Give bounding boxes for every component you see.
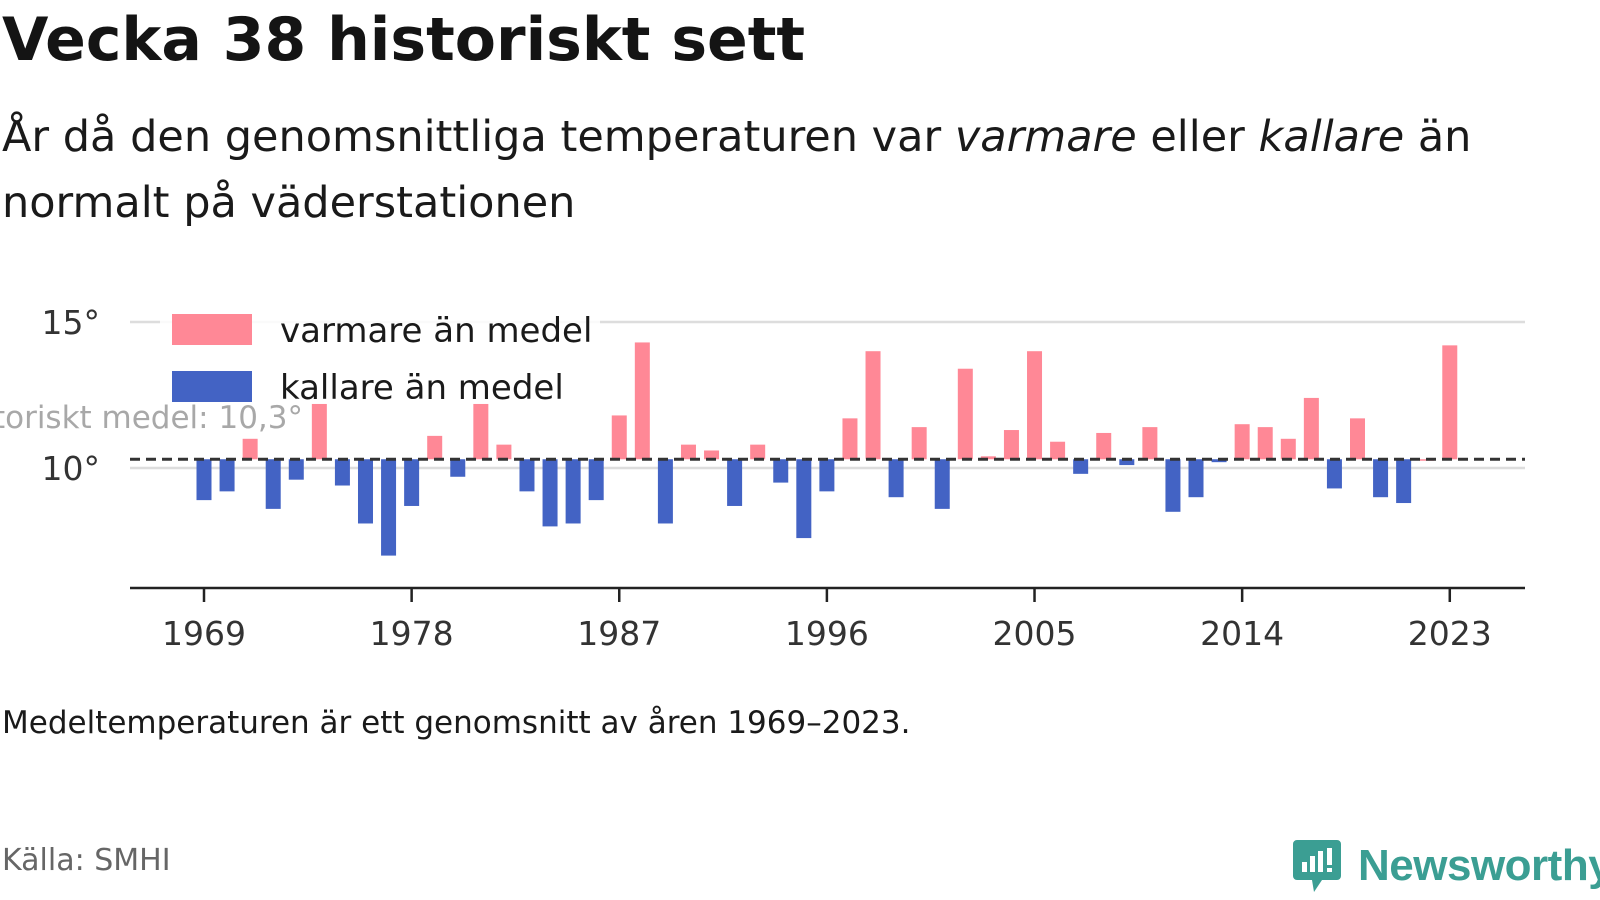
bar-1983 [519, 459, 535, 492]
bar-1970 [219, 459, 235, 492]
x-axis-ticks: 1969 1978 1987 1996 2005 2014 2023 [162, 588, 1492, 653]
legend-warm-label: varmare än medel [280, 311, 592, 351]
bar-2009 [1119, 459, 1135, 466]
bar-2010 [1142, 427, 1158, 460]
subtitle-text-3: än normalt på väderstationen [2, 112, 1472, 228]
bar-1985 [565, 459, 581, 524]
bar-1978 [404, 459, 420, 506]
bar-1998 [865, 351, 881, 460]
bar-2012 [1188, 459, 1204, 498]
bar-2017 [1303, 397, 1319, 460]
bar-1974 [311, 403, 327, 460]
bar-1979 [427, 435, 443, 460]
bars [196, 342, 1458, 556]
bar-2019 [1350, 418, 1365, 460]
bar-chart: 10°15° Historiskt medel: 10,3° 196919781… [0, 300, 1525, 653]
x-tick-label: 1987 [577, 614, 661, 653]
source-label: Källa: SMHI [2, 843, 171, 878]
legend-cold-swatch [172, 371, 252, 402]
bar-1987 [611, 415, 627, 460]
bar-1984 [542, 459, 558, 527]
legend: varmare än medel kallare än medel [160, 300, 600, 408]
bar-2016 [1280, 438, 1296, 460]
bar-1988 [634, 342, 650, 460]
bar-2018 [1326, 459, 1342, 489]
bar-2008 [1096, 432, 1112, 460]
x-tick-label: 2023 [1408, 614, 1492, 653]
legend-cold-label: kallare än medel [280, 368, 564, 408]
bar-2015 [1257, 427, 1273, 460]
subtitle-cold-word: kallare [1258, 112, 1405, 162]
bar-2014 [1234, 424, 1250, 460]
baseline-label: Historiskt medel: 10,3° [0, 400, 303, 436]
bar-2005 [1027, 351, 1043, 460]
bar-1980 [450, 459, 466, 477]
bar-2023 [1442, 345, 1458, 460]
bar-1969 [196, 459, 212, 501]
newsworthy-logo-icon [1293, 840, 1341, 892]
bar-1973 [288, 459, 304, 480]
subtitle-warm-word: varmare [954, 112, 1137, 162]
y-tick-label: 15° [42, 303, 101, 342]
legend-warm-swatch [172, 314, 252, 345]
bar-1993 [750, 444, 766, 460]
chart-subtitle: År då den genomsnittliga temperaturen va… [2, 104, 1522, 236]
chart-note: Medeltemperaturen är ett genomsnitt av å… [2, 705, 911, 741]
y-tick-label: 10° [42, 449, 101, 488]
bar-1997 [842, 418, 858, 460]
brand-name[interactable]: Newsworthy [1358, 841, 1600, 890]
brand-logo[interactable]: Newsworthy [1292, 838, 1600, 894]
bar-2001 [934, 459, 950, 509]
bar-1990 [680, 444, 696, 460]
chart-title: Vecka 38 historiskt sett [2, 5, 806, 75]
bar-2006 [1050, 441, 1066, 460]
bar-2007 [1073, 459, 1089, 474]
bar-2021 [1396, 459, 1412, 504]
bar-2011 [1165, 459, 1181, 512]
x-tick-label: 1978 [370, 614, 454, 653]
subtitle-text-2: eller [1136, 112, 1259, 162]
bar-1999 [888, 459, 904, 498]
subtitle-text: År då den genomsnittliga temperaturen va… [2, 112, 955, 162]
bar-1972 [265, 459, 281, 509]
bar-1991 [704, 450, 720, 460]
bar-1976 [357, 459, 373, 524]
x-tick-label: 2005 [993, 614, 1077, 653]
x-tick-label: 1969 [162, 614, 246, 653]
x-tick-label: 2014 [1200, 614, 1284, 653]
x-tick-label: 1996 [785, 614, 869, 653]
bar-1971 [242, 438, 258, 460]
bar-1986 [588, 459, 604, 501]
bar-2003 [980, 456, 996, 460]
bar-2004 [1003, 430, 1019, 460]
bar-1982 [496, 444, 512, 460]
bar-2000 [911, 427, 927, 460]
bar-1981 [473, 403, 489, 460]
y-axis-ticks: 10° 15° [42, 303, 101, 488]
bar-1992 [727, 459, 743, 506]
bar-2002 [957, 368, 973, 460]
bar-1975 [334, 459, 350, 486]
bar-1977 [381, 459, 397, 556]
bar-1996 [819, 459, 835, 492]
bar-2020 [1373, 459, 1389, 498]
bar-1994 [773, 459, 789, 483]
bar-1989 [657, 459, 673, 524]
bar-1995 [796, 459, 812, 539]
